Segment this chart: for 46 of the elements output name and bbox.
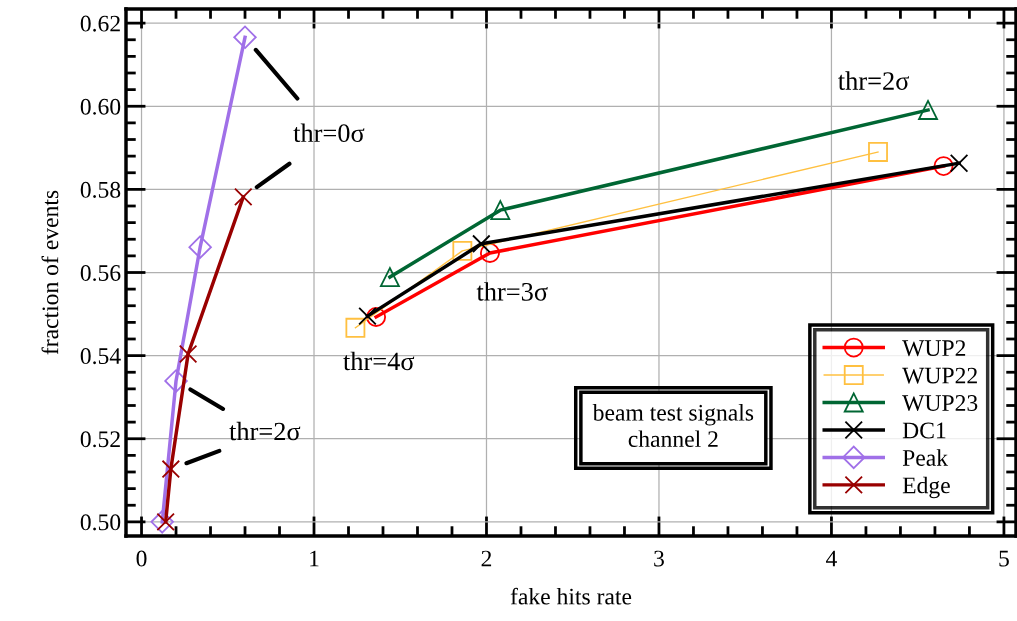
annotation: thr=2σ: [229, 421, 301, 441]
point: [161, 459, 181, 479]
x-tick-label: 5: [999, 550, 1009, 567]
x-tick-label: 1: [310, 550, 319, 567]
x-tick-label: 3: [654, 550, 664, 567]
annotation: beam test signals channel 2: [592, 404, 754, 448]
y-tick-label: 0.50: [80, 514, 121, 531]
point: [164, 369, 188, 393]
y-axis-title: fraction of events: [41, 190, 59, 355]
y-tick-label: 0.62: [80, 15, 120, 32]
legend-label: WUP23: [902, 395, 978, 412]
x-tick-label: 2: [481, 550, 492, 567]
y-tick-label: 0.56: [80, 264, 121, 282]
legend-label: WUP2: [902, 340, 966, 357]
y-tick-label: 0.60: [80, 98, 121, 115]
point: [868, 142, 888, 162]
legend-label: Edge: [902, 476, 950, 499]
legend-label: WUP22: [902, 367, 977, 384]
point: [358, 306, 377, 326]
y-tick-label: 0.54: [80, 348, 121, 365]
point: [490, 200, 511, 221]
point: [933, 156, 954, 177]
x-axis-title: fake hits rate: [510, 587, 632, 605]
point: [918, 100, 938, 120]
point: [150, 510, 174, 534]
point: [178, 344, 198, 364]
legend-label: DC1: [902, 422, 946, 439]
point: [234, 187, 253, 207]
point: [379, 267, 400, 288]
point: [949, 153, 969, 173]
point: [366, 307, 387, 327]
annotation: thr=2σ: [838, 71, 910, 90]
point: [233, 25, 257, 49]
y-tick-label: 0.58: [80, 181, 121, 198]
point: [480, 243, 500, 263]
y-tick-label: 0.52: [80, 431, 120, 448]
annotation: thr=3σ: [476, 282, 548, 301]
x-tick-label: 4: [826, 550, 837, 567]
annotation: thr=0σ: [293, 123, 365, 143]
annotation: thr=4σ: [343, 351, 415, 371]
point: [472, 234, 491, 254]
legend-label: Peak: [902, 449, 949, 466]
point: [452, 240, 473, 261]
point: [345, 317, 366, 338]
point: [188, 235, 212, 259]
x-tick-label: 0: [136, 550, 147, 567]
